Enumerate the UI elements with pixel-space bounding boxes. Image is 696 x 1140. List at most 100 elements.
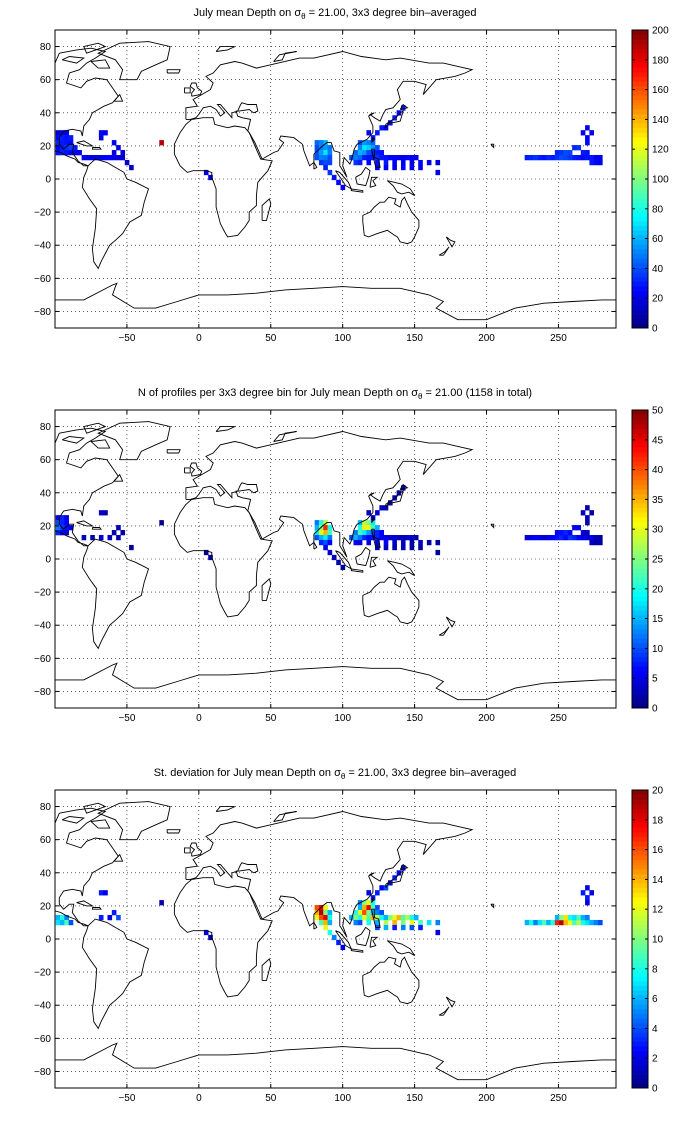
- coastline: [81, 918, 150, 1030]
- colorbar-segment: [632, 939, 648, 945]
- bin-cell: [64, 530, 69, 536]
- colorbar-segment: [632, 952, 648, 959]
- x-tick-label: 250: [550, 1093, 567, 1104]
- bin-cell: [533, 919, 538, 926]
- bin-cell: [383, 544, 389, 551]
- bin-cell: [366, 905, 372, 911]
- y-tick-label: −20: [34, 968, 51, 979]
- coastline: [62, 436, 86, 444]
- bin-cell: [524, 919, 530, 926]
- colorbar-segment: [632, 915, 648, 921]
- bin-cell: [77, 150, 82, 156]
- colorbar-segment: [632, 188, 648, 194]
- bin-cell: [576, 525, 582, 531]
- colorbar-segment: [632, 517, 648, 523]
- bin-cell: [68, 919, 74, 926]
- bin-cell: [370, 140, 376, 146]
- coastline: [91, 527, 102, 530]
- bin-cell: [331, 554, 337, 561]
- colorbar-segment: [632, 447, 648, 453]
- colorbar-segment: [632, 675, 648, 681]
- coastline: [184, 87, 191, 94]
- coastline: [55, 427, 119, 547]
- bin-cell: [383, 885, 389, 891]
- coastline: [313, 920, 318, 930]
- map-figure: −50 0 50 100 150 200 250−80−60−40−200204060800…: [34, 406, 664, 725]
- bin-cell: [585, 150, 590, 156]
- coastline: [81, 158, 150, 270]
- bin-cell: [388, 914, 393, 921]
- bin-cell: [336, 559, 341, 566]
- bin-cell: [318, 140, 324, 146]
- bin-cell: [572, 145, 577, 151]
- bin-cell: [68, 135, 74, 141]
- bin-cell: [366, 140, 372, 146]
- colorbar-tick-label: 120: [652, 145, 669, 156]
- bin-cell: [362, 534, 367, 541]
- bin-cell: [554, 919, 560, 926]
- bin-cell: [327, 169, 333, 176]
- bin-cell: [323, 544, 328, 551]
- colorbar-segment: [632, 258, 648, 264]
- bin-cell: [375, 539, 380, 546]
- title-subscript: θ: [301, 12, 306, 22]
- coastline: [189, 82, 203, 97]
- coastlines: [55, 801, 616, 1081]
- bin-cell: [64, 140, 69, 146]
- bin-cell: [550, 534, 556, 541]
- bin-cell: [60, 140, 65, 146]
- bin-cell: [546, 919, 551, 926]
- colorbar-segment: [632, 1060, 648, 1066]
- colorbar-segment: [632, 794, 648, 800]
- colorbar-segment: [632, 276, 648, 282]
- bin-cell: [392, 154, 397, 161]
- bin-cell: [396, 914, 402, 921]
- colorbar-segment: [632, 605, 648, 611]
- colorbar-segment: [632, 920, 648, 926]
- bin-cell: [323, 530, 328, 536]
- bin-cell: [111, 150, 117, 156]
- bin-cell: [524, 534, 530, 541]
- y-tick-label: −40: [34, 1001, 51, 1012]
- colorbar-segment: [632, 957, 648, 963]
- bin-cell: [366, 525, 372, 531]
- profile-count-panel: N of profiles per 3x3 degree bin for Jul…: [0, 380, 696, 760]
- bin-cell: [314, 520, 320, 526]
- bin-cell: [572, 154, 577, 161]
- bin-cell: [554, 914, 560, 921]
- colorbar-segment: [632, 822, 648, 828]
- bin-cell: [392, 914, 397, 921]
- colorbar-segment: [632, 572, 648, 579]
- bin-cell: [585, 534, 590, 541]
- bin-cell: [327, 534, 333, 541]
- bin-cell: [409, 159, 415, 166]
- coastline: [173, 117, 273, 238]
- bin-cell: [554, 150, 560, 156]
- bin-cell: [400, 539, 406, 546]
- bin-cell: [392, 115, 397, 121]
- coastline: [355, 546, 371, 567]
- bin-cell: [98, 914, 104, 921]
- coastline: [81, 538, 150, 650]
- colorbar-segment: [632, 845, 648, 851]
- y-tick-label: 60: [40, 455, 52, 466]
- data-bins: [55, 865, 603, 951]
- colorbar-segment: [632, 169, 648, 175]
- bin-cell: [318, 154, 324, 161]
- bin-cell: [593, 154, 599, 161]
- x-tick-label: −50: [118, 713, 135, 724]
- bin-cell: [111, 140, 117, 146]
- colorbar-segment: [632, 1046, 648, 1052]
- bin-cell: [68, 525, 74, 531]
- bin-cell: [357, 914, 363, 921]
- bin-cell: [598, 154, 603, 161]
- bin-cell: [572, 534, 577, 541]
- colorbar-segment: [632, 1041, 648, 1047]
- bin-cell: [98, 130, 104, 136]
- bin-cell: [129, 544, 134, 551]
- bin-cell: [323, 150, 328, 156]
- title-text: N of profiles per 3x3 degree bin for Jul…: [137, 387, 419, 399]
- coastline: [371, 528, 381, 548]
- title-text-tail: = 21.00, 3x3 degree bin–averaged: [305, 7, 477, 19]
- bin-cell: [533, 154, 538, 161]
